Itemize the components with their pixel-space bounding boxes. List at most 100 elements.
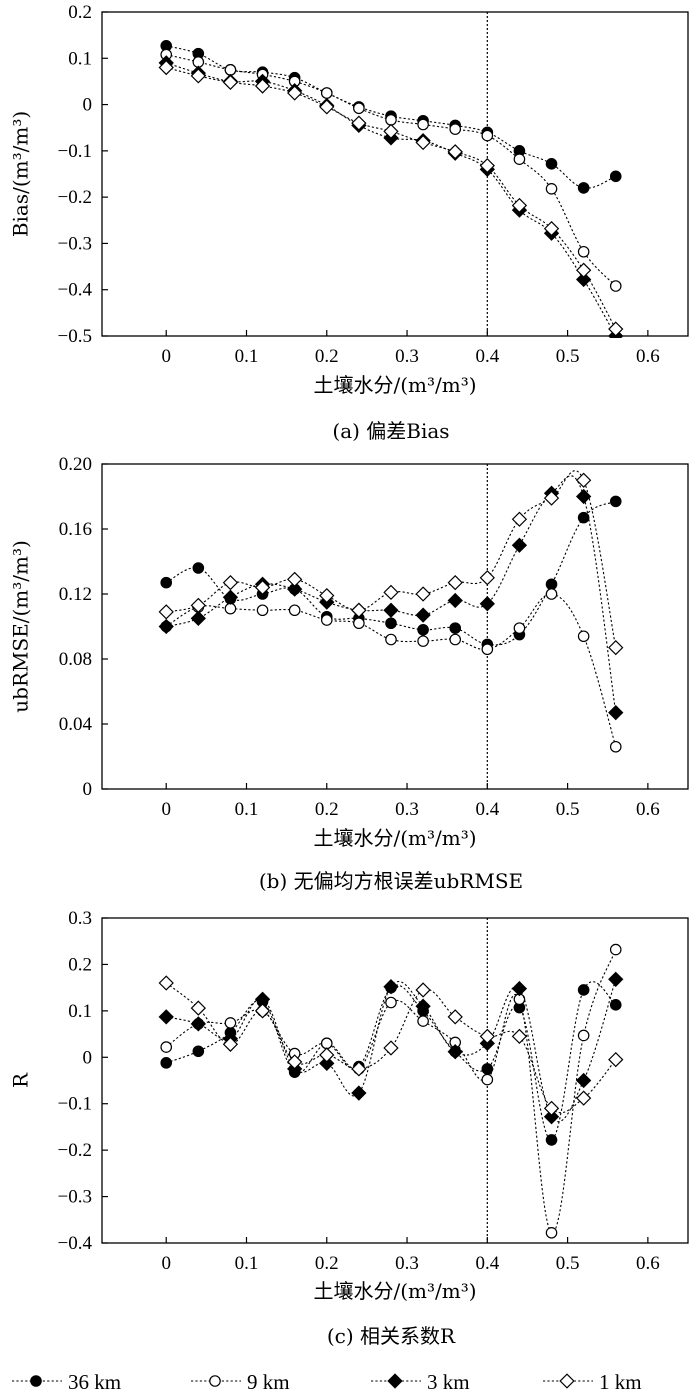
y-tick-label: 0.2 — [68, 954, 92, 975]
plot-frame — [101, 463, 689, 790]
data-point — [351, 115, 367, 131]
data-point — [383, 584, 399, 601]
data-point — [479, 158, 495, 174]
x-tick-label: 0.3 — [395, 346, 419, 367]
data-point — [415, 982, 431, 998]
data-point — [545, 183, 558, 195]
data-point — [320, 1037, 333, 1050]
data-point — [319, 587, 335, 604]
data-point — [545, 588, 558, 600]
x-tick-label: 0.2 — [315, 799, 339, 820]
x-tick-label: 0.2 — [315, 346, 339, 367]
data-point — [543, 490, 560, 506]
data-point — [192, 562, 205, 574]
data-point — [575, 488, 592, 505]
y-tick-label: 0.12 — [59, 584, 92, 605]
legend-item-3-km: 3 km — [371, 1370, 470, 1394]
y-tick-label: 0.1 — [68, 48, 92, 69]
data-point — [575, 1072, 592, 1089]
y-tick-label: 0.3 — [68, 908, 92, 929]
data-point — [222, 574, 239, 591]
data-point — [190, 68, 206, 84]
data-point — [575, 472, 592, 488]
data-point — [190, 1000, 206, 1016]
legend-marker — [30, 1375, 42, 1387]
legend-marker — [387, 1373, 403, 1389]
x-tick-label: 0 — [161, 799, 171, 820]
data-point — [608, 971, 624, 987]
data-point — [577, 182, 590, 194]
x-tick-label: 0.5 — [556, 346, 580, 367]
data-point — [192, 1045, 205, 1058]
data-point — [447, 1009, 463, 1025]
data-point — [320, 87, 333, 99]
legend-label: 3 km — [427, 1370, 470, 1394]
data-point — [319, 1047, 335, 1063]
data-point — [609, 495, 622, 508]
chart-caption: (a) 偏差Bias — [332, 419, 449, 443]
data-point — [511, 537, 528, 553]
x-tick-label: 0.6 — [636, 346, 660, 367]
data-point — [479, 1028, 495, 1045]
series-line — [166, 475, 617, 713]
y-tick-label: 0 — [83, 1047, 93, 1068]
data-point — [609, 999, 622, 1011]
x-tick-label: 0.1 — [235, 799, 259, 820]
data-point — [353, 617, 365, 630]
data-point — [543, 220, 560, 237]
data-point — [545, 1134, 558, 1146]
data-point — [385, 114, 397, 126]
y-tick-label: −0.4 — [58, 1233, 93, 1254]
series-line — [166, 54, 617, 287]
data-point — [449, 633, 462, 646]
data-point — [383, 1040, 399, 1056]
data-point — [320, 614, 333, 626]
data-point — [449, 622, 462, 634]
data-point — [385, 996, 397, 1009]
data-point — [287, 85, 303, 101]
data-point — [415, 134, 431, 151]
y-tick-label: −0.3 — [58, 233, 92, 254]
x-tick-label: 0 — [161, 346, 171, 367]
data-point — [449, 123, 462, 135]
legend-item-9-km: 9 km — [191, 1370, 290, 1394]
data-point — [190, 1016, 206, 1032]
data-point — [224, 602, 237, 615]
data-point — [609, 170, 622, 183]
data-point — [609, 943, 622, 956]
plot-frame — [101, 11, 689, 337]
data-point — [385, 633, 397, 646]
y-axis-label: Bias/(m³/m³) — [9, 111, 33, 237]
data-point — [417, 635, 429, 647]
y-tick-label: −0.2 — [58, 187, 92, 208]
data-point — [415, 607, 431, 623]
data-point — [575, 1090, 592, 1106]
data-point — [511, 197, 528, 214]
data-point — [511, 1028, 528, 1045]
x-tick-label: 0.6 — [636, 1253, 660, 1274]
data-point — [190, 610, 206, 627]
y-tick-label: 0 — [83, 95, 93, 116]
data-point — [222, 74, 239, 90]
data-point — [224, 1017, 237, 1029]
x-tick-label: 0.4 — [475, 799, 499, 820]
data-point — [224, 64, 237, 76]
data-point — [288, 604, 301, 617]
y-tick-label: −0.5 — [58, 326, 92, 347]
data-point — [609, 280, 622, 292]
plot-frame — [101, 917, 689, 1244]
data-point — [577, 630, 590, 643]
chart-panel-3: 0 0.1 0.2 0.3 0.4 0.5 0.6 0.3 0.2 0.1 0 −0.1 −0.2 −0.… — [9, 908, 689, 1348]
data-point — [481, 129, 494, 142]
data-point — [577, 245, 590, 258]
chart-panel-1: 0 0.1 0.2 0.3 0.4 0.5 0.6 0.2 0.1 0 −0.1 −0.2 −0.3 −0… — [9, 2, 689, 443]
series-1-km — [158, 470, 624, 656]
data-point — [447, 574, 463, 591]
y-tick-label: 0.04 — [59, 714, 93, 735]
y-tick-label: −0.1 — [58, 141, 92, 162]
y-tick-label: 0.08 — [59, 649, 92, 670]
y-tick-label: 0 — [83, 779, 93, 800]
x-tick-label: 0.5 — [556, 1253, 580, 1274]
data-point — [415, 586, 431, 602]
